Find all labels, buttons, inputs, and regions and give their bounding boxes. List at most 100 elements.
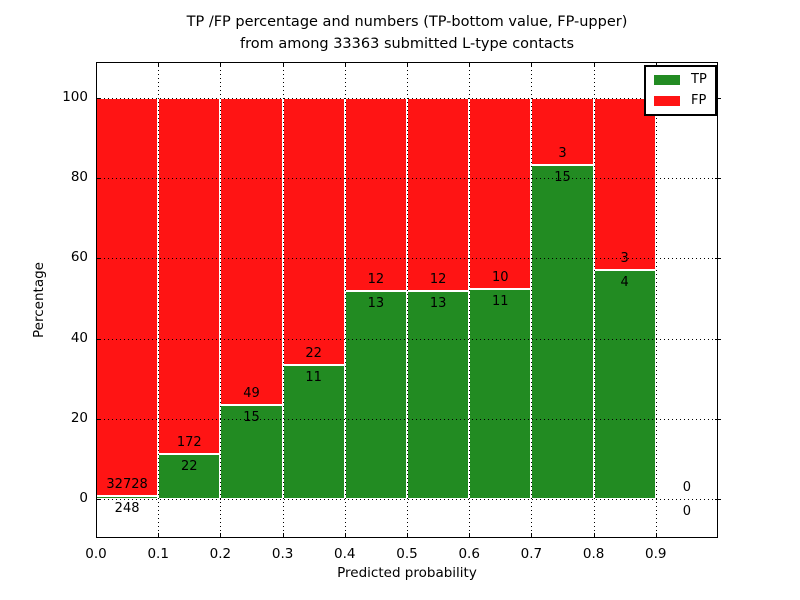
legend-swatch-tp-icon xyxy=(654,75,680,85)
bar-tp-bin8 xyxy=(593,269,656,500)
annotation-fp-bin8: 3 xyxy=(620,250,629,266)
x-tick-label-0.0: 0.0 xyxy=(85,546,107,562)
y-tick-right-0 xyxy=(715,499,721,501)
x-tick-bottom-0.7 xyxy=(531,533,533,538)
x-tick-label-0.6: 0.6 xyxy=(458,546,480,562)
annotation-tp-bin3: 11 xyxy=(305,370,322,386)
legend-label-fp: FP xyxy=(691,93,707,108)
x-tick-top-0.7 xyxy=(531,62,533,67)
legend-label-tp: TP xyxy=(691,72,707,87)
y-tick-left-60 xyxy=(96,258,101,260)
annotation-tp-bin4: 13 xyxy=(367,295,385,311)
gridline-v-0.4 xyxy=(344,62,346,538)
x-tick-bottom-0.6 xyxy=(469,533,471,538)
annotation-tp-bin0: 248 xyxy=(114,501,140,517)
bar-fp-bin6 xyxy=(469,98,532,290)
x-tick-top-0.1 xyxy=(158,62,160,67)
annotation-fp-bin1: 172 xyxy=(176,434,202,450)
x-axis-label: Predicted probability xyxy=(337,565,477,581)
annotation-tp-bin6: 11 xyxy=(492,294,509,310)
x-tick-top-0.2 xyxy=(220,62,222,67)
chart-title-line1: TP /FP percentage and numbers (TP-bottom… xyxy=(186,14,628,30)
y-tick-label-80: 80 xyxy=(70,169,88,186)
x-tick-top-0.3 xyxy=(282,62,284,67)
annotation-fp-bin5: 12 xyxy=(429,271,447,287)
x-tick-top-0.0 xyxy=(96,62,97,67)
gridline-v-0.3 xyxy=(282,62,284,538)
x-tick-bottom-0.2 xyxy=(220,533,222,538)
annotation-tp-bin1: 22 xyxy=(181,458,198,474)
y-tick-left-100 xyxy=(96,98,101,100)
y-tick-right-100 xyxy=(715,98,721,100)
chart-title: TP /FP percentage and numbers (TP-bottom… xyxy=(96,11,718,55)
bar-fp-bin2 xyxy=(220,98,283,406)
x-tick-top-0.6 xyxy=(469,62,471,67)
bar-fp-bin5 xyxy=(407,98,470,291)
bar-fp-bin0 xyxy=(96,98,159,497)
annotation-fp-bin7: 3 xyxy=(558,145,567,161)
bar-tp-bin1 xyxy=(158,453,221,500)
bar-tp-bin5 xyxy=(407,290,470,500)
x-tick-label-0.3: 0.3 xyxy=(271,546,294,562)
x-tick-label-0.9: 0.9 xyxy=(645,546,667,562)
bar-fp-bin8 xyxy=(593,98,656,270)
annotation-fp-bin3: 22 xyxy=(305,346,322,362)
gridline-v-0.8 xyxy=(593,62,595,538)
x-tick-bottom-0.5 xyxy=(407,533,408,538)
y-tick-label-40: 40 xyxy=(70,329,88,346)
y-tick-right-60 xyxy=(715,258,721,260)
annotation-fp-bin0: 32728 xyxy=(106,477,148,493)
bar-tp-bin7 xyxy=(531,164,594,500)
legend: TP FP xyxy=(644,65,717,116)
gridline-v-0.6 xyxy=(469,62,471,538)
x-tick-bottom-0.3 xyxy=(282,533,284,538)
annotation-tp-bin2: 15 xyxy=(243,410,260,426)
y-tick-left-0 xyxy=(96,499,101,501)
x-tick-top-0.5 xyxy=(407,62,408,67)
annotation-tp-bin9: 0 xyxy=(682,504,692,520)
annotation-tp-bin5: 13 xyxy=(429,295,447,311)
x-tick-bottom-0.0 xyxy=(96,533,97,538)
annotation-fp-bin9: 0 xyxy=(682,480,692,496)
x-tick-bottom-0.9 xyxy=(655,533,657,538)
y-tick-label-60: 60 xyxy=(70,249,88,266)
y-axis-label: Percentage xyxy=(31,262,47,338)
legend-entry-tp: TP xyxy=(654,72,707,88)
y-tick-left-40 xyxy=(96,338,101,340)
annotation-tp-bin7: 15 xyxy=(554,169,571,185)
bar-fp-bin1 xyxy=(158,98,221,454)
x-tick-bottom-0.8 xyxy=(593,533,595,538)
bar-tp-bin3 xyxy=(282,365,345,500)
gridline-v-0.7 xyxy=(531,62,533,538)
x-tick-label-0.5: 0.5 xyxy=(396,546,418,562)
x-tick-label-0.2: 0.2 xyxy=(209,546,232,562)
x-tick-label-0.4: 0.4 xyxy=(334,546,356,562)
y-tick-label-100: 100 xyxy=(62,89,88,106)
legend-swatch-fp-icon xyxy=(654,96,680,106)
y-tick-right-40 xyxy=(715,338,721,340)
annotation-tp-bin8: 4 xyxy=(620,274,629,290)
x-tick-label-0.7: 0.7 xyxy=(520,546,543,562)
y-tick-left-20 xyxy=(96,418,101,420)
x-tick-label-0.1: 0.1 xyxy=(147,546,169,562)
bar-fp-bin4 xyxy=(344,98,407,291)
plot-area: 32728 248 172 22 49 15 22 11 12 13 12 13 10 11 3 15 3 4 0 0 xyxy=(96,62,721,538)
y-tick-label-20: 20 xyxy=(70,409,88,426)
gridline-v-0.5 xyxy=(407,62,408,538)
gridline-v-0.1 xyxy=(158,62,160,538)
x-tick-bottom-0.4 xyxy=(344,533,346,538)
bar-fp-bin3 xyxy=(282,98,345,366)
y-tick-left-80 xyxy=(96,178,101,180)
y-tick-label-0: 0 xyxy=(79,490,88,507)
y-tick-right-20 xyxy=(715,418,721,420)
annotation-fp-bin6: 10 xyxy=(492,270,509,286)
gridline-v-0.2 xyxy=(220,62,222,538)
x-tick-top-0.4 xyxy=(344,62,346,67)
annotation-fp-bin2: 49 xyxy=(243,386,260,402)
y-tick-right-80 xyxy=(715,178,721,180)
x-tick-bottom-0.1 xyxy=(158,533,160,538)
x-tick-label-0.8: 0.8 xyxy=(582,546,605,562)
annotation-fp-bin4: 12 xyxy=(367,271,385,287)
x-tick-top-0.9 xyxy=(655,62,657,67)
